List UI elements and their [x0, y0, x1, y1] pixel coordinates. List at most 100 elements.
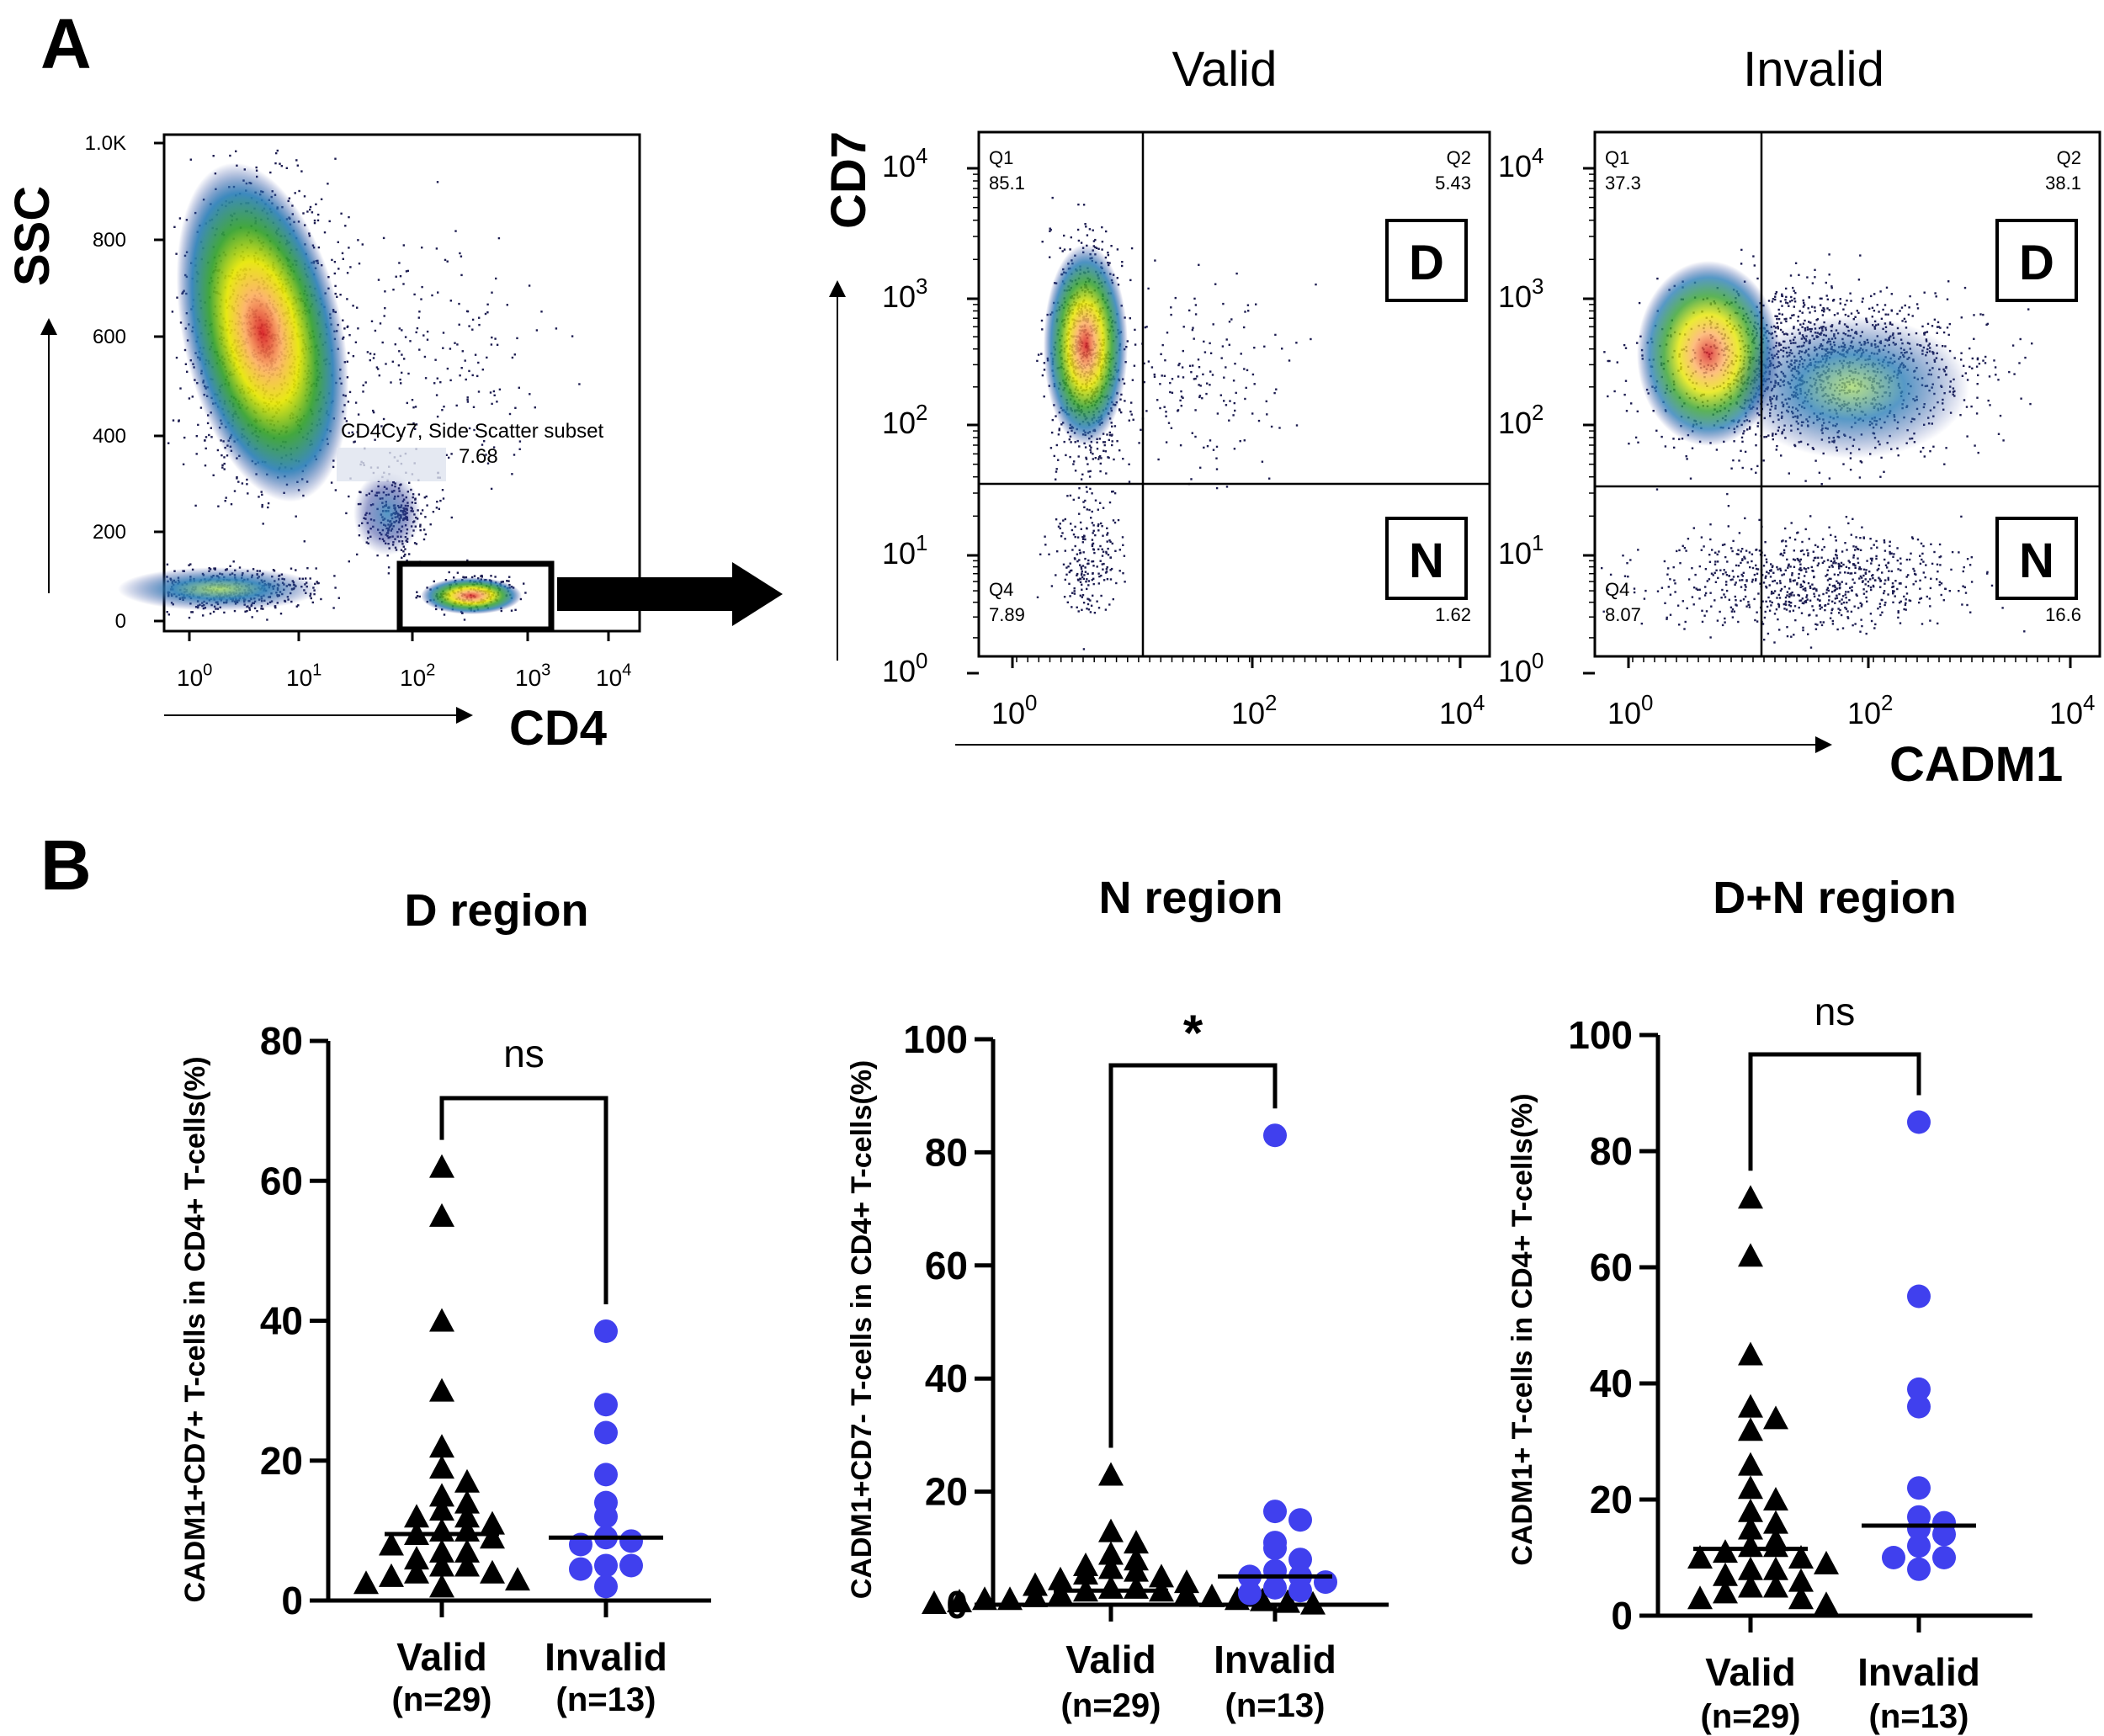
- event-dot: [1059, 523, 1061, 525]
- event-dot: [1090, 446, 1092, 449]
- event-dot: [1068, 438, 1071, 441]
- event-dot: [1133, 364, 1136, 367]
- event-dot: [1281, 348, 1283, 350]
- event-dot: [1099, 462, 1102, 465]
- event-dot: [1193, 378, 1196, 380]
- cd4-gate-box[interactable]: [396, 560, 555, 633]
- event-dot: [377, 368, 380, 370]
- event-dot: [1828, 253, 1830, 256]
- event-dot: [353, 440, 356, 443]
- event-dot: [348, 247, 350, 249]
- event-dot: [1228, 343, 1230, 346]
- event-dot: [406, 401, 408, 405]
- event-dot: [1112, 519, 1115, 522]
- event-dot: [1051, 196, 1054, 199]
- event-dot: [1664, 445, 1667, 448]
- event-dot: [1091, 522, 1094, 524]
- event-dot: [330, 481, 333, 484]
- event-dot: [2020, 397, 2022, 400]
- event-dot: [1076, 572, 1079, 576]
- event-dot: [1948, 322, 1951, 326]
- event-dot: [1178, 363, 1181, 365]
- event-dot: [261, 503, 263, 507]
- event-dot: [495, 277, 497, 280]
- event-dot: [1726, 492, 1729, 496]
- event-dot: [382, 236, 385, 240]
- gating-x-label: CD4: [509, 701, 607, 756]
- event-dot: [1116, 277, 1118, 279]
- event-dot: [1064, 549, 1066, 552]
- event-dot: [383, 315, 385, 317]
- event-dot: [210, 436, 213, 438]
- event-dot: [1839, 302, 1841, 305]
- event-dot: [1780, 454, 1783, 457]
- event-dot: [1055, 478, 1057, 480]
- event-dot: [1196, 375, 1198, 378]
- event-dot: [417, 595, 419, 597]
- event-dot: [1055, 470, 1058, 473]
- event-dot: [1059, 247, 1061, 250]
- event-dot: [1049, 228, 1052, 231]
- event-dot: [334, 284, 337, 288]
- event-dot: [1086, 234, 1089, 236]
- event-dot: [1678, 438, 1681, 441]
- event-dot: [1960, 358, 1963, 361]
- event-dot: [1077, 239, 1081, 242]
- event-dot: [404, 336, 407, 338]
- event-dot: [1055, 574, 1057, 576]
- event-dot: [1064, 578, 1066, 581]
- event-dot: [178, 217, 182, 220]
- event-dot: [1900, 306, 1904, 309]
- gating-y-tick-label: 600: [93, 326, 126, 348]
- event-dot: [1931, 325, 1934, 327]
- event-dot: [444, 258, 447, 262]
- event-dot: [1608, 359, 1611, 363]
- event-dot: [1777, 327, 1779, 330]
- event-dot: [571, 335, 574, 337]
- event-dot: [1087, 580, 1091, 582]
- event-dot: [1203, 340, 1205, 343]
- event-dot: [1814, 268, 1816, 271]
- event-dot: [313, 221, 316, 225]
- event-dot: [1049, 230, 1051, 232]
- event-dot: [1083, 534, 1086, 537]
- event-dot: [1897, 454, 1899, 457]
- event-dot: [456, 343, 459, 346]
- event-dot: [345, 512, 348, 515]
- event-dot: [1850, 300, 1852, 302]
- event-dot: [382, 417, 385, 421]
- event-dot: [346, 326, 348, 328]
- event-dot: [1076, 536, 1080, 539]
- event-dot: [524, 592, 527, 594]
- event-dot: [1100, 522, 1102, 525]
- event-dot: [212, 474, 215, 476]
- event-dot: [1789, 316, 1792, 320]
- event-dot: [1828, 273, 1830, 276]
- event-dot: [366, 351, 369, 353]
- event-dot: [1085, 226, 1087, 228]
- event-dot: [1181, 366, 1184, 369]
- event-dot: [1108, 501, 1112, 504]
- event-dot: [1092, 453, 1094, 455]
- event-dot: [1099, 454, 1102, 458]
- event-dot: [189, 563, 192, 565]
- event-dot: [1882, 308, 1884, 311]
- event-dot: [1049, 227, 1051, 230]
- event-dot: [1167, 422, 1171, 424]
- event-dot: [1077, 610, 1080, 613]
- event-dot: [1830, 286, 1833, 289]
- event-dot: [1063, 234, 1065, 237]
- event-dot: [417, 316, 420, 319]
- event-dot: [204, 465, 207, 467]
- event-dot: [1179, 399, 1182, 402]
- event-dot: [473, 575, 476, 577]
- event-dot: [1616, 361, 1618, 364]
- event-dot: [1203, 351, 1207, 353]
- event-dot: [1096, 565, 1098, 568]
- event-dot: [421, 247, 423, 249]
- gating-x-ticks: 100 101 102 103 104: [177, 631, 631, 691]
- event-dot: [1219, 394, 1222, 396]
- event-dot: [1243, 439, 1246, 442]
- event-dot: [1223, 400, 1225, 402]
- event-dot: [1767, 300, 1771, 302]
